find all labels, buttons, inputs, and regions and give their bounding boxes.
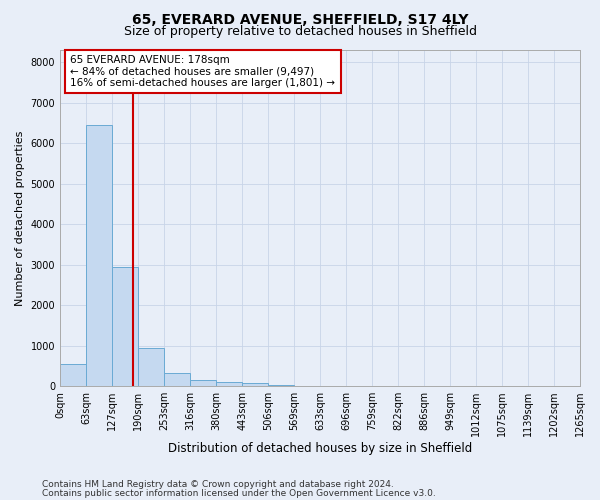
Text: Contains HM Land Registry data © Crown copyright and database right 2024.: Contains HM Land Registry data © Crown c… bbox=[42, 480, 394, 489]
Bar bbox=[164, 372, 190, 386]
Text: Size of property relative to detached houses in Sheffield: Size of property relative to detached ho… bbox=[124, 25, 476, 38]
Y-axis label: Number of detached properties: Number of detached properties bbox=[15, 130, 25, 306]
Text: 65 EVERARD AVENUE: 178sqm
← 84% of detached houses are smaller (9,497)
16% of se: 65 EVERARD AVENUE: 178sqm ← 84% of detac… bbox=[70, 55, 335, 88]
Bar bbox=[216, 382, 242, 386]
Bar bbox=[86, 125, 112, 386]
Bar bbox=[190, 380, 216, 386]
Bar bbox=[60, 364, 86, 386]
Text: Contains public sector information licensed under the Open Government Licence v3: Contains public sector information licen… bbox=[42, 488, 436, 498]
Bar bbox=[112, 266, 138, 386]
X-axis label: Distribution of detached houses by size in Sheffield: Distribution of detached houses by size … bbox=[168, 442, 472, 455]
Text: 65, EVERARD AVENUE, SHEFFIELD, S17 4LY: 65, EVERARD AVENUE, SHEFFIELD, S17 4LY bbox=[132, 12, 468, 26]
Bar bbox=[242, 383, 268, 386]
Bar bbox=[138, 348, 164, 386]
